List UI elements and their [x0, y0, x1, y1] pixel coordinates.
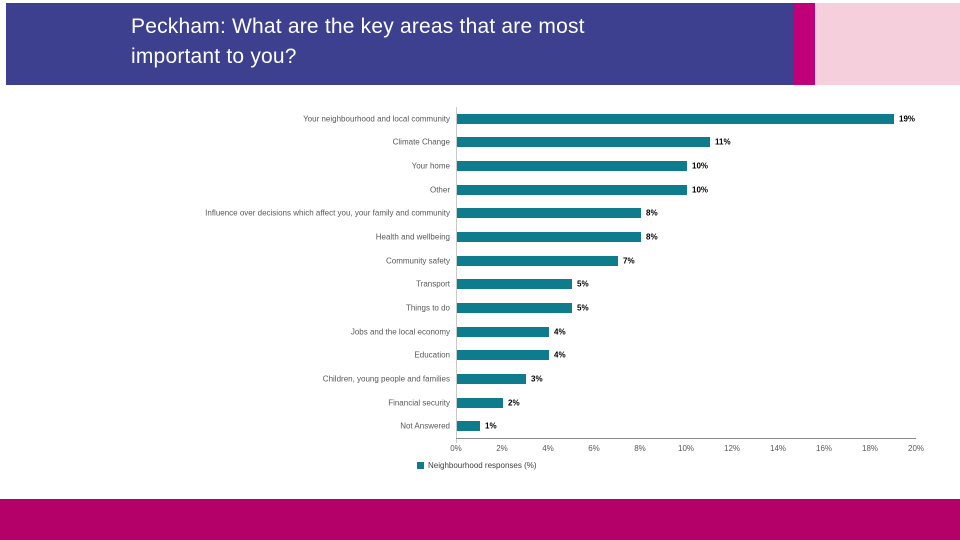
- value-label: 4%: [554, 350, 566, 360]
- value-label: 10%: [692, 185, 709, 195]
- bar: [457, 232, 641, 243]
- bar-row: Education 4%: [0, 343, 960, 367]
- bar: [457, 255, 618, 266]
- category-label: Children, young people and families: [322, 374, 450, 384]
- bar-row: Climate Change 11%: [0, 131, 960, 155]
- bar-row: Transport 5%: [0, 273, 960, 297]
- bar-row: Your neighbourhood and local community 19…: [0, 107, 960, 131]
- category-label: Things to do: [405, 303, 450, 313]
- bar: [457, 373, 526, 384]
- value-label: 1%: [485, 421, 497, 431]
- value-label: 5%: [577, 279, 589, 289]
- footer-bar: [0, 499, 960, 540]
- bar: [457, 113, 894, 124]
- chart: Your neighbourhood and local community 19…: [0, 95, 960, 485]
- bar: [457, 350, 549, 361]
- category-label: Other: [429, 185, 450, 195]
- category-label: Not Answered: [400, 421, 450, 431]
- value-label: 10%: [692, 161, 709, 171]
- bar-row: Community safety 7%: [0, 249, 960, 273]
- header-accent-stripe: [793, 3, 815, 85]
- category-label: Your neighbourhood and local community: [303, 114, 450, 124]
- bar: [457, 302, 572, 313]
- bar-row: Health and wellbeing 8%: [0, 225, 960, 249]
- x-tick-label: 2%: [496, 444, 508, 453]
- category-label: Health and wellbeing: [375, 232, 450, 242]
- bar: [457, 397, 503, 408]
- legend: Neighbourhood responses (%): [417, 461, 537, 470]
- bar-row: Other 10%: [0, 178, 960, 202]
- x-tick-label: 18%: [861, 444, 879, 453]
- legend-swatch-icon: [417, 462, 424, 469]
- category-label: Community safety: [385, 256, 450, 266]
- x-tick-label: 4%: [542, 444, 554, 453]
- category-label: Financial security: [388, 398, 450, 408]
- x-tick-label: 16%: [815, 444, 833, 453]
- value-label: 7%: [623, 256, 635, 266]
- category-label: Education: [414, 350, 450, 360]
- value-label: 3%: [531, 374, 543, 384]
- x-tick-label: 14%: [769, 444, 787, 453]
- header-banner: Peckham: What are the key areas that are…: [6, 3, 793, 85]
- x-tick-label: 12%: [723, 444, 741, 453]
- page-title-line-2: important to you?: [131, 45, 297, 68]
- page-title-line-1: Peckham: What are the key areas that are…: [131, 15, 585, 38]
- bar: [457, 421, 480, 432]
- bar-row: Things to do 5%: [0, 296, 960, 320]
- x-tick-label: 20%: [907, 444, 925, 453]
- value-label: 5%: [577, 303, 589, 313]
- bar: [457, 137, 710, 148]
- value-label: 19%: [899, 114, 916, 124]
- value-label: 2%: [508, 398, 520, 408]
- x-tick-label: 0%: [450, 444, 462, 453]
- bar: [457, 326, 549, 337]
- bar-row: Children, young people and families 3%: [0, 367, 960, 391]
- page-title: Peckham: What are the key areas that are…: [131, 12, 751, 72]
- legend-label: Neighbourhood responses (%): [428, 461, 537, 470]
- category-label: Jobs and the local economy: [350, 327, 450, 337]
- value-label: 8%: [646, 232, 658, 242]
- bar: [457, 184, 687, 195]
- value-label: 4%: [554, 327, 566, 337]
- bar: [457, 208, 641, 219]
- value-label: 11%: [715, 137, 731, 147]
- x-tick-label: 6%: [588, 444, 600, 453]
- bar-row: Influence over decisions which affect yo…: [0, 202, 960, 226]
- category-label: Climate Change: [392, 137, 450, 147]
- bar: [457, 161, 687, 172]
- x-axis-line: [456, 438, 916, 439]
- value-label: 8%: [646, 208, 658, 218]
- category-label: Transport: [416, 279, 450, 289]
- bar-row: Financial security 2%: [0, 391, 960, 415]
- bar: [457, 279, 572, 290]
- y-axis-line: [456, 107, 457, 443]
- bar-row: Jobs and the local economy 4%: [0, 320, 960, 344]
- x-tick-label: 8%: [634, 444, 646, 453]
- x-tick-label: 10%: [677, 444, 695, 453]
- bar-row: Your home 10%: [0, 154, 960, 178]
- bar-row: Not Answered 1%: [0, 414, 960, 438]
- category-label: Influence over decisions which affect yo…: [205, 208, 450, 218]
- category-label: Your home: [411, 161, 450, 171]
- header-pink-block: [815, 3, 960, 85]
